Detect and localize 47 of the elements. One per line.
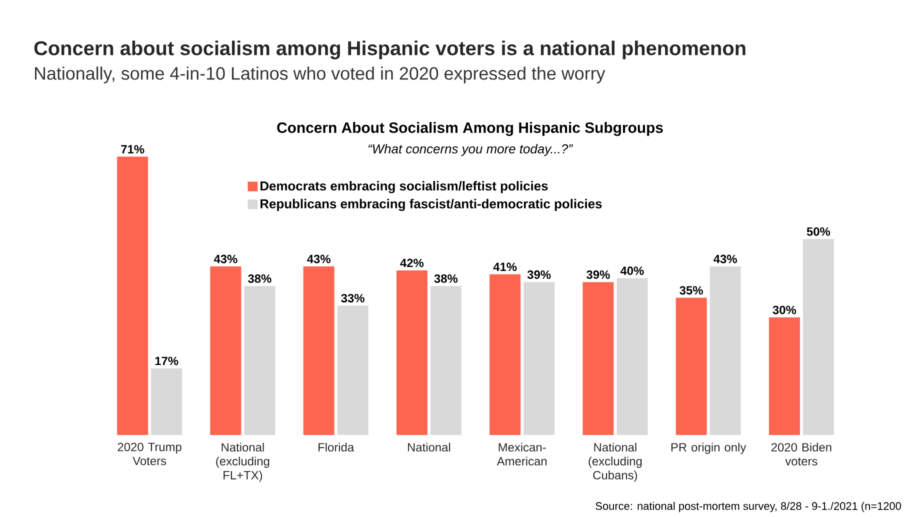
source-note: Source: national post-mortem survey, 8/28 - 9-1./2021 (n=1200 <box>596 502 901 512</box>
x-tick-label: Florida <box>318 442 354 452</box>
x-tick-label: National (excluding Cubans) <box>588 442 642 482</box>
bar <box>430 286 462 435</box>
bar <box>524 282 555 435</box>
x-tick-label: 2020 Biden voters <box>771 442 832 466</box>
x-tick-label: National <box>408 442 450 452</box>
data-label: 38% <box>248 274 272 283</box>
x-tick-label: 2020 Trump Voters <box>118 442 182 466</box>
data-label: 38% <box>434 274 458 283</box>
data-label: 30% <box>772 306 796 314</box>
bar <box>616 278 648 435</box>
data-label: 35% <box>680 286 703 295</box>
data-label: 43% <box>214 254 238 264</box>
legend-label: Democrats embracing socialism/leftist policies <box>260 181 548 194</box>
bar <box>303 266 334 435</box>
bar <box>337 306 368 435</box>
text: Concern About Socialism Among Hispanic Subgroups <box>277 122 663 136</box>
bar <box>768 317 800 435</box>
data-label: 42% <box>400 258 424 268</box>
data-label: 50% <box>806 227 830 236</box>
data-label: 41% <box>493 262 517 272</box>
data-label: 43% <box>714 254 737 264</box>
bar <box>210 266 242 435</box>
data-label: 43% <box>307 254 330 264</box>
data-label: 39% <box>586 270 610 279</box>
data-label: 33% <box>341 294 364 302</box>
data-label: 40% <box>620 266 644 275</box>
bar <box>117 156 148 435</box>
legend-label: Republicans embracing fascist/anti-democratic policies <box>260 198 602 212</box>
text: “What concerns you more today...?” <box>368 144 573 156</box>
bar <box>802 238 834 435</box>
bar <box>490 274 521 435</box>
x-tick-label: Mexican-American <box>496 442 547 466</box>
data-label: 17% <box>155 356 178 366</box>
bar <box>676 298 707 435</box>
bar <box>244 286 276 435</box>
bar <box>151 368 182 435</box>
data-label: 71% <box>121 145 144 154</box>
data-label: 39% <box>527 270 551 279</box>
bar <box>582 282 614 435</box>
x-tick-label: PR origin only <box>671 442 746 454</box>
bar <box>710 266 741 435</box>
x-tick-label: National (excluding FL+TX) <box>216 442 270 482</box>
chart-title: Concern about socialism among Hispanic voters is a national phenomenon <box>34 40 746 60</box>
bar <box>396 270 428 435</box>
chart-subtitle: Nationally, some 4-in-10 Latinos who voted in 2020 expressed the worry <box>35 66 606 84</box>
